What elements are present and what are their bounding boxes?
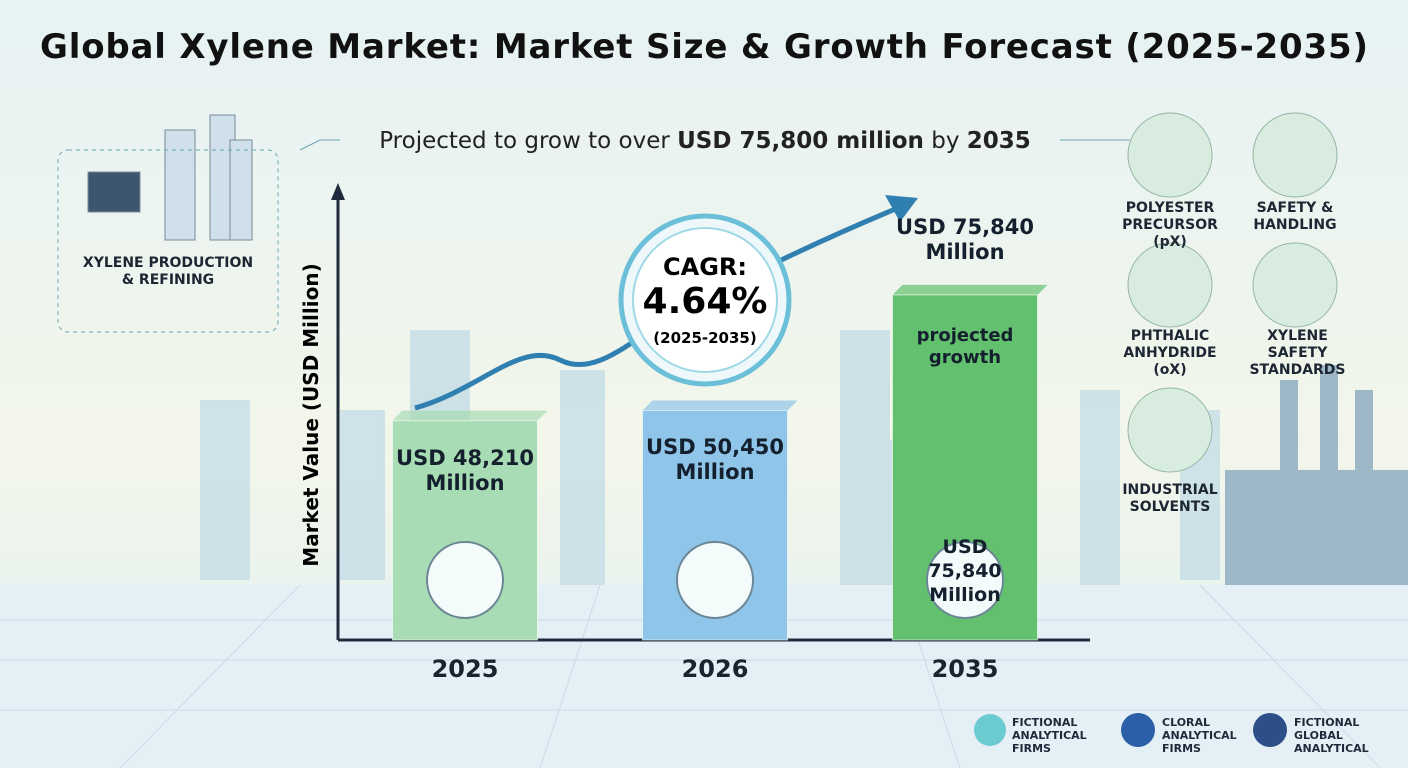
y-axis-label: Market Value (USD Million) — [299, 263, 323, 566]
skyline — [200, 330, 1220, 590]
subtitle-part: USD 75,800 million — [677, 128, 924, 154]
bar-note: projected growth — [916, 324, 1014, 368]
arrow-head — [885, 195, 918, 222]
logo-icons — [974, 713, 1287, 747]
side-icons — [1127, 112, 1338, 473]
cagr-label: CAGR: — [663, 253, 747, 281]
subtitle-part: by — [924, 128, 967, 154]
side-label: INDUSTRIAL SOLVENTS — [1122, 482, 1218, 515]
refinery-icon — [87, 114, 253, 241]
connector — [299, 139, 340, 151]
x-tick-label: 2035 — [931, 655, 999, 683]
value-label: USD 50,450 Million — [646, 435, 784, 485]
bar-icon — [426, 541, 504, 619]
logo: FICTIONAL GLOBAL ANALYTICAL — [1294, 716, 1369, 755]
x-tick-label: 2025 — [431, 655, 499, 683]
bar-top — [642, 400, 798, 411]
chart-title: Global Xylene Market: Market Size & Grow… — [40, 27, 1368, 67]
value-label: USD 75,840 Million — [896, 214, 1034, 264]
subtitle-part: 2035 — [967, 128, 1031, 154]
bar-top — [392, 410, 548, 421]
cagr-inner — [632, 227, 778, 373]
x-tick-label: 2026 — [681, 655, 749, 683]
cagr-period: (2025-2035) — [653, 329, 756, 347]
value-label: USD 75,840 Million — [928, 536, 1002, 606]
factory — [1225, 365, 1408, 585]
side-label: SAFETY & HANDLING — [1253, 200, 1337, 233]
subtitle: Projected to grow to over USD 75,800 mil… — [379, 128, 1031, 154]
bar-icon — [676, 541, 754, 619]
side-label: PHTHALIC ANHYDRIDE (oX) — [1123, 328, 1217, 378]
axis-arrow — [331, 183, 345, 200]
bar-icon — [926, 541, 1004, 619]
side-label: XYLENE PRODUCTION & REFINING — [82, 255, 254, 288]
cagr-value: 4.64% — [643, 281, 768, 322]
logo: CLORAL ANALYTICAL FIRMS — [1162, 716, 1237, 755]
logo: FICTIONAL ANALYTICAL FIRMS — [1012, 716, 1087, 755]
bar-top — [892, 284, 1048, 295]
value-label: USD 48,210 Million — [396, 445, 534, 495]
side-label: XYLENE SAFETY STANDARDS — [1249, 328, 1346, 378]
side-label: POLYESTER PRECURSOR (pX) — [1122, 200, 1218, 250]
dashed-box — [57, 149, 279, 333]
subtitle-part: Projected to grow to over — [379, 128, 677, 154]
